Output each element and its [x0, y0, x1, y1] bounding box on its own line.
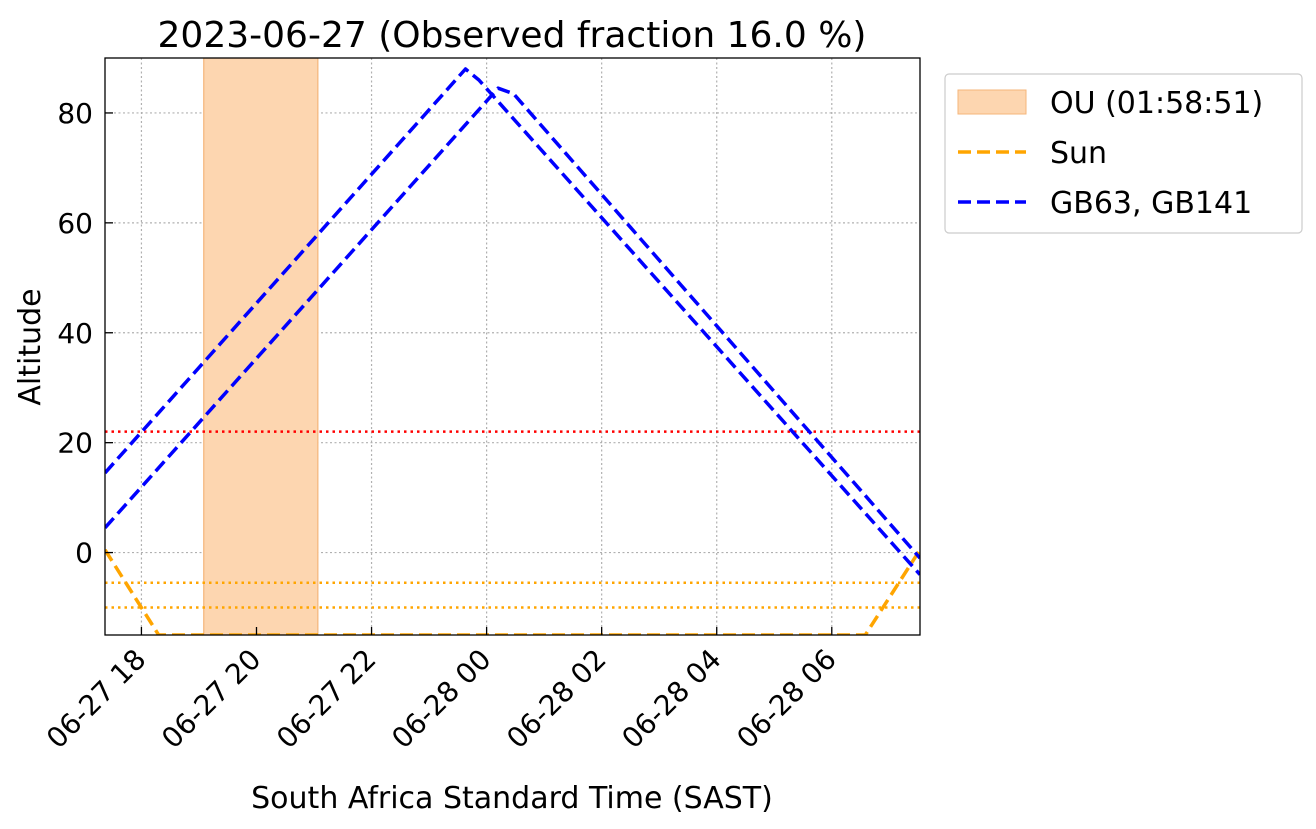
legend-swatch-span [957, 89, 1027, 115]
series-line-0 [105, 548, 920, 635]
y-tick-label: 60 [57, 207, 93, 240]
legend-label-sun: Sun [1050, 136, 1107, 171]
legend-box [944, 73, 1303, 234]
legend-label-targets: GB63, GB141 [1050, 186, 1252, 221]
series-line-1 [105, 67, 920, 576]
chart-title: 2023-06-27 (Observed fraction 16.0 %) [158, 15, 867, 56]
x-tick-label: 06-28 00 [385, 643, 497, 755]
y-tick-label: 40 [57, 317, 93, 350]
x-tick-label: 06-27 22 [270, 643, 382, 755]
legend-label-span: OU (01:58:51) [1050, 86, 1263, 121]
x-tick-label: 06-28 06 [730, 643, 842, 755]
y-tick-label: 20 [57, 427, 93, 460]
observation-span [203, 58, 319, 635]
series-line-2 [105, 86, 920, 560]
observation-span-layer [203, 58, 319, 635]
x-tick-label: 06-28 04 [615, 643, 727, 755]
x-tick-label: 06-27 18 [40, 643, 152, 755]
y-axis-label: Altitude [13, 288, 48, 405]
plot-frame [104, 57, 921, 636]
x-axis-label: South Africa Standard Time (SAST) [251, 781, 773, 816]
series-lines [105, 67, 920, 635]
y-tick-label: 80 [57, 97, 93, 130]
x-tick-label: 06-27 20 [155, 643, 267, 755]
y-tick-label: 0 [75, 537, 93, 570]
x-tick-label: 06-28 02 [500, 643, 612, 755]
axis-ticks: 06-27 18 06-27 20 06-27 22 06-28 00 06-28 02… [40, 97, 843, 755]
legend: OU (01:58:51) Sun GB63, GB141 [944, 73, 1303, 234]
